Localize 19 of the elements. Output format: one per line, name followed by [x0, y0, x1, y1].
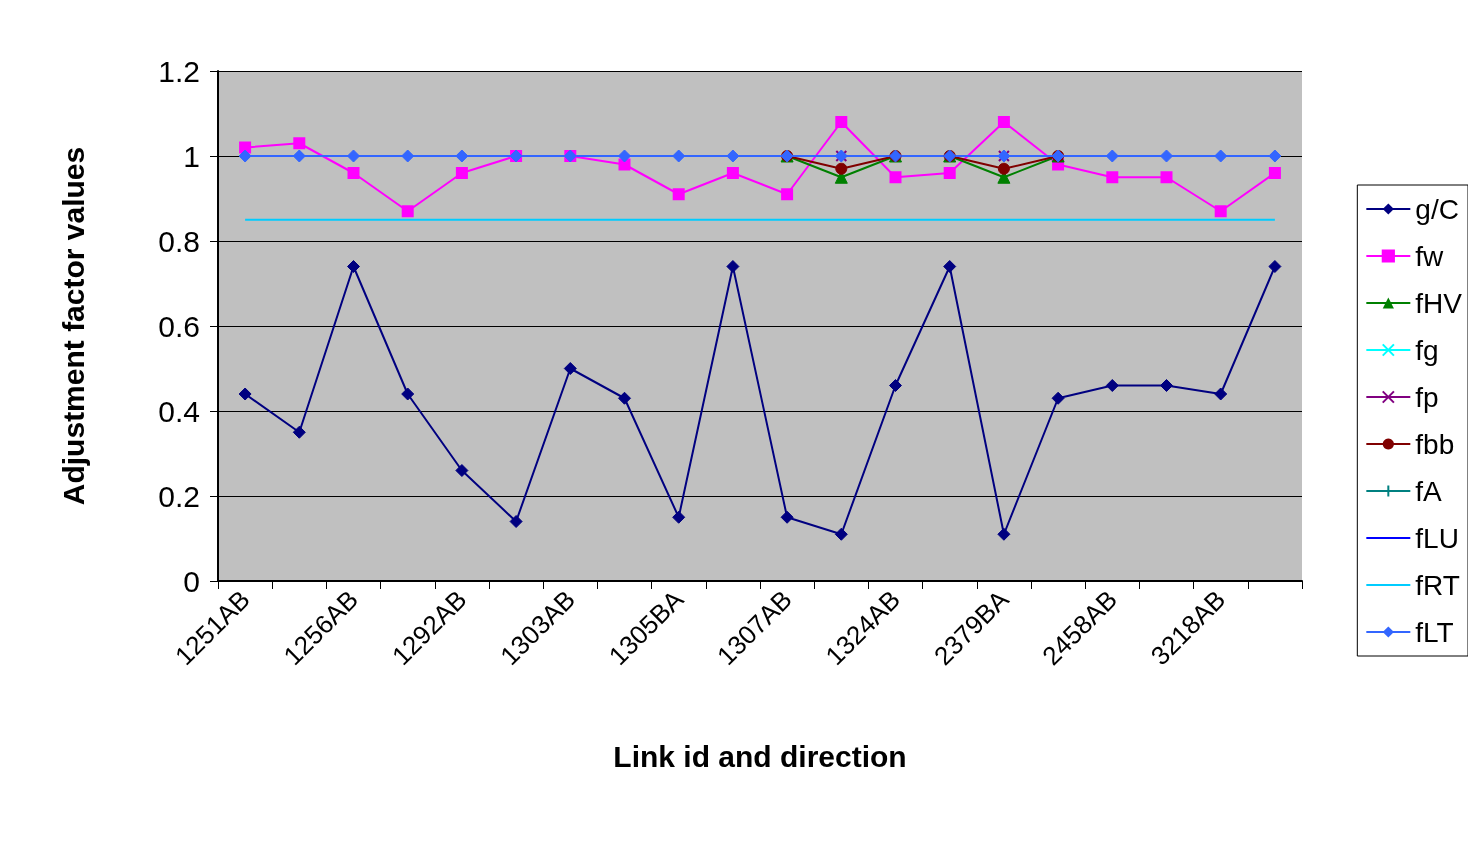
legend-label: fw	[1415, 240, 1445, 272]
y-tick-label: 0.2	[158, 479, 200, 513]
legend-label: fA	[1415, 475, 1443, 507]
x-axis-title: Link id and direction	[613, 739, 907, 773]
y-tick-label: 0.6	[158, 309, 200, 343]
legend-label: g/C	[1415, 193, 1459, 225]
legend-label: fLU	[1415, 522, 1459, 554]
y-tick-label: 0.4	[158, 394, 200, 428]
legend-label: fp	[1415, 381, 1439, 413]
legend-label: fg	[1415, 334, 1439, 366]
y-tick-label: 1.2	[158, 54, 200, 88]
y-tick-label: 0.8	[158, 224, 200, 258]
y-tick-label: 0	[183, 564, 200, 598]
legend-label: fbb	[1415, 428, 1455, 460]
legend-label: fRT	[1415, 569, 1460, 601]
y-tick-label: 1	[183, 139, 200, 173]
y-axis-title: Adjustment factor values	[56, 146, 90, 506]
legend-label: fHV	[1415, 287, 1463, 319]
legend-label: fLT	[1415, 616, 1454, 648]
